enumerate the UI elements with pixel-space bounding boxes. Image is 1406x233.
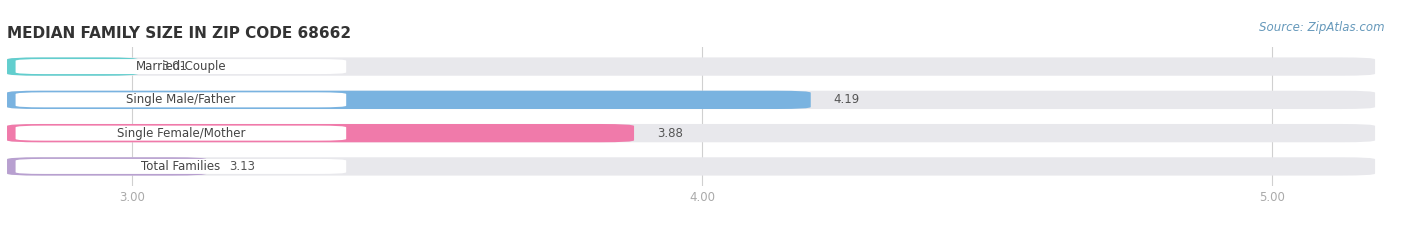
Text: Total Families: Total Families	[141, 160, 221, 173]
FancyBboxPatch shape	[7, 157, 1375, 176]
FancyBboxPatch shape	[7, 57, 1375, 76]
FancyBboxPatch shape	[7, 157, 207, 176]
FancyBboxPatch shape	[15, 159, 346, 174]
Text: Single Male/Father: Single Male/Father	[127, 93, 236, 106]
Text: MEDIAN FAMILY SIZE IN ZIP CODE 68662: MEDIAN FAMILY SIZE IN ZIP CODE 68662	[7, 26, 351, 41]
Text: 3.88: 3.88	[657, 127, 683, 140]
Text: 3.13: 3.13	[229, 160, 256, 173]
FancyBboxPatch shape	[7, 124, 1375, 142]
FancyBboxPatch shape	[7, 57, 138, 76]
Text: Single Female/Mother: Single Female/Mother	[117, 127, 245, 140]
FancyBboxPatch shape	[7, 91, 811, 109]
FancyBboxPatch shape	[15, 126, 346, 141]
FancyBboxPatch shape	[15, 59, 346, 74]
Text: Source: ZipAtlas.com: Source: ZipAtlas.com	[1260, 21, 1385, 34]
FancyBboxPatch shape	[15, 92, 346, 107]
Text: Married-Couple: Married-Couple	[135, 60, 226, 73]
FancyBboxPatch shape	[7, 124, 634, 142]
FancyBboxPatch shape	[7, 91, 1375, 109]
Text: 4.19: 4.19	[834, 93, 860, 106]
Text: 3.01: 3.01	[160, 60, 187, 73]
